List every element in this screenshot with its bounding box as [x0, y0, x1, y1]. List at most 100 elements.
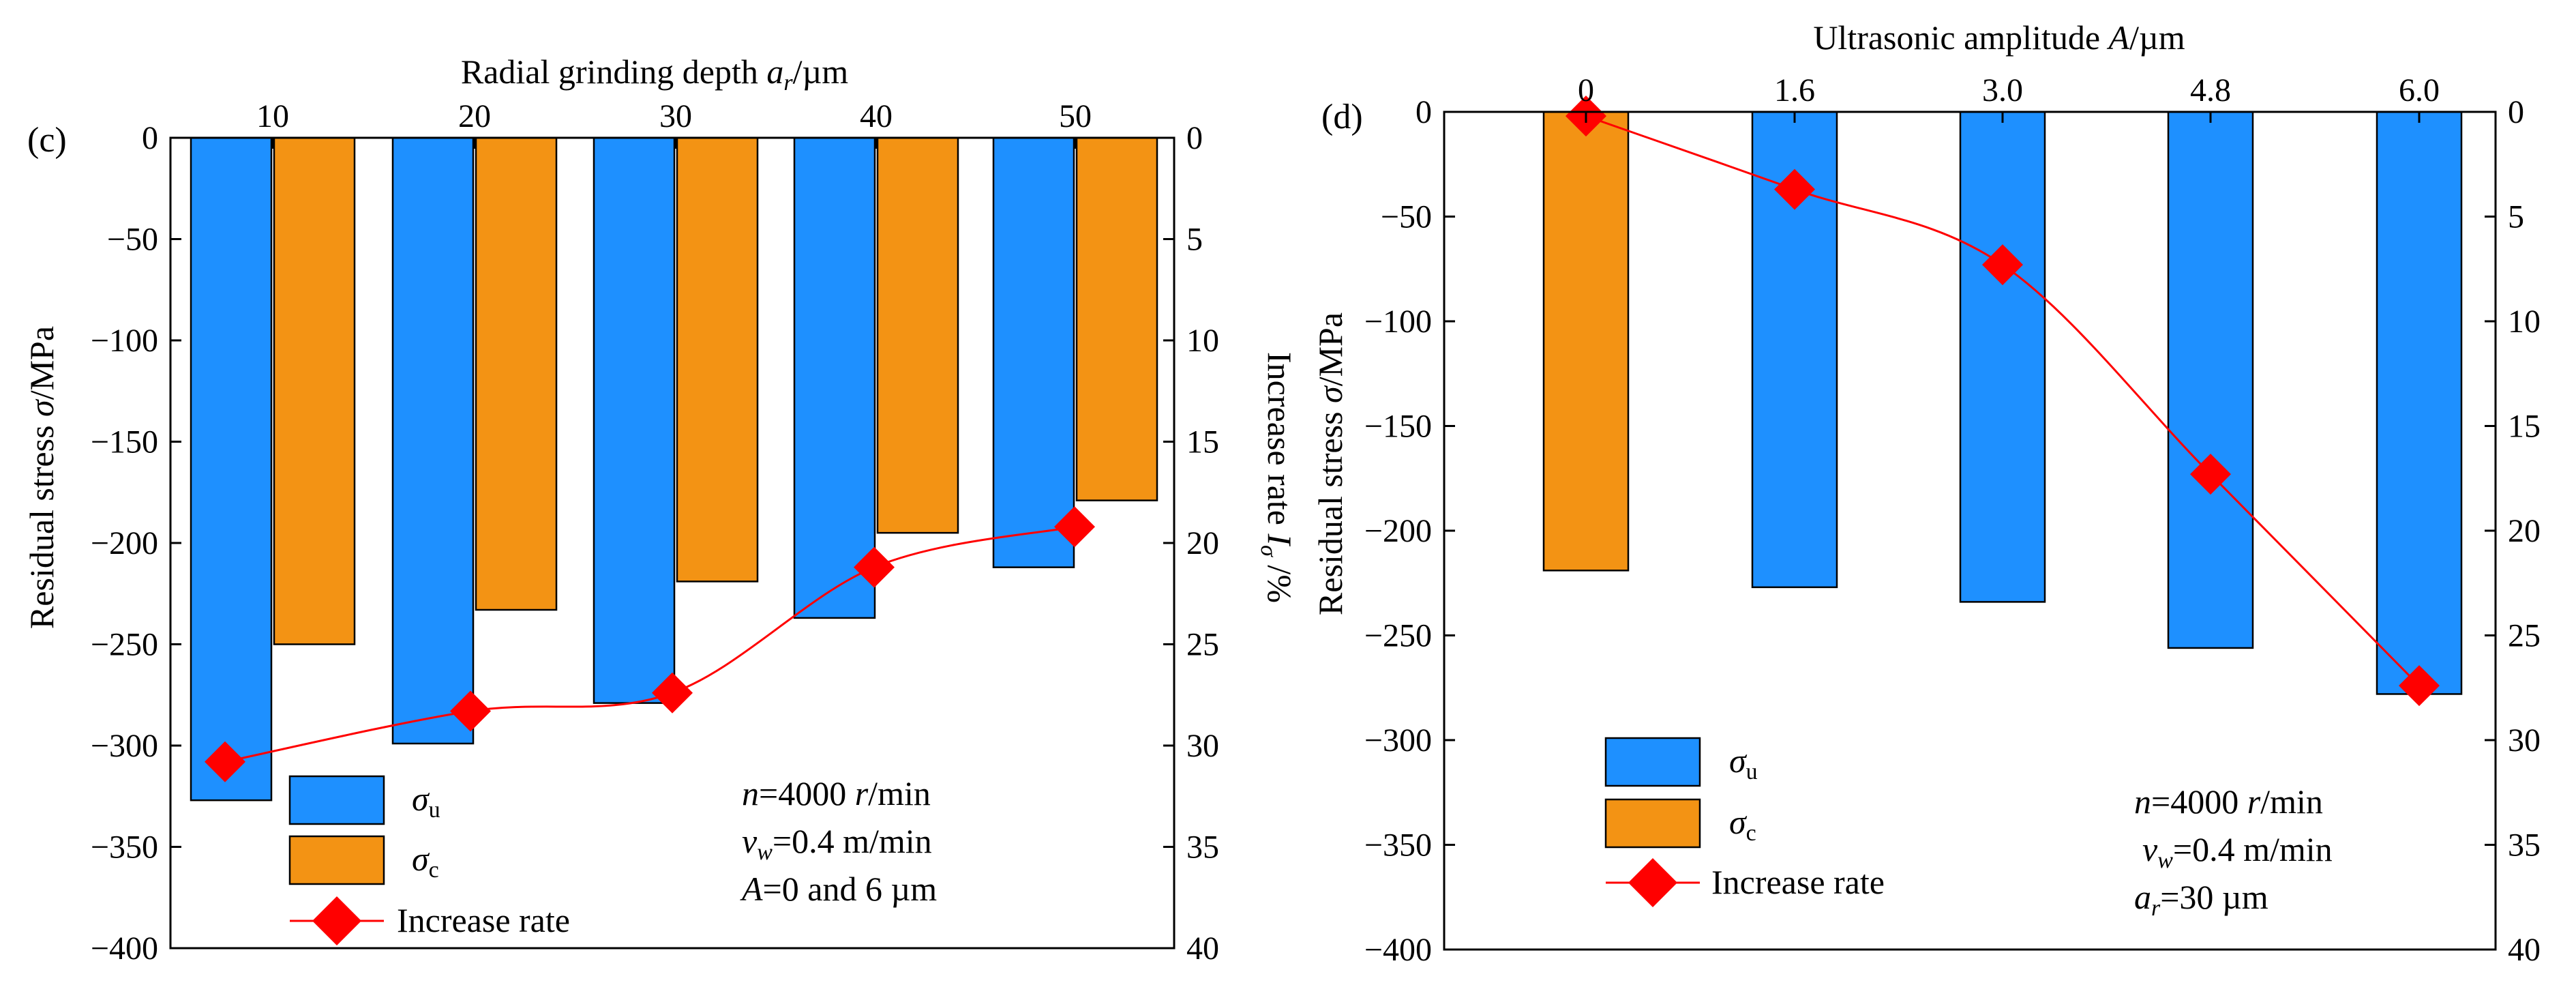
- legend-label-increase-rate-c: Increase rate: [397, 901, 570, 939]
- legend-d: σu σc Increase rate: [1604, 737, 1885, 907]
- left-tick-label-c: −300: [91, 728, 158, 764]
- legend-c: σu σc Increase rate: [288, 775, 570, 945]
- left-tick-label-d: −100: [1364, 304, 1432, 340]
- annotation-depth-d: ar=30 µm: [2134, 878, 2268, 921]
- left-axis-label-c: Residual stress σ/MPa: [23, 326, 61, 629]
- panel-label-d: (d): [1321, 98, 1363, 136]
- left-tick-label-c: 0: [142, 120, 158, 156]
- top-tick-label-c: 40: [860, 98, 893, 134]
- right-tick-label-d: 25: [2508, 618, 2541, 654]
- bar-sigma-u-c: [793, 136, 876, 619]
- right-tick-label-c: 25: [1186, 627, 1219, 663]
- increase-rate-marker-c: [854, 546, 895, 588]
- increase-rate-marker-d: [1982, 244, 2023, 286]
- bar-sigma-u-c: [391, 136, 475, 745]
- right-tick-label-c: 35: [1186, 829, 1219, 866]
- left-axis-label-d: Residual stress σ/MPa: [1311, 312, 1349, 615]
- bars-c: [190, 136, 1158, 802]
- bars-d: [1542, 111, 2463, 695]
- legend-swatch-sigma-u-c: [288, 775, 385, 825]
- top-axis-label-c: Radial grinding depth ar/µm: [461, 53, 848, 95]
- annotation-feed-speed-d: vw=0.4 m/min: [2142, 830, 2333, 873]
- bar-sigma-u-d: [1959, 111, 2046, 603]
- bar-sigma-u-c: [593, 136, 676, 704]
- legend-swatch-sigma-u-d: [1604, 737, 1701, 787]
- legend-label-sigma-u-d: σu: [1729, 741, 1758, 784]
- increase-rate-marker-d: [1774, 168, 1815, 210]
- left-tick-label-d: −200: [1364, 513, 1432, 549]
- right-tick-label-d: 5: [2508, 199, 2524, 235]
- legend-marker-increase-rate-c: [312, 896, 361, 945]
- bar-sigma-u-d: [2167, 111, 2254, 649]
- legend-label-sigma-c-c: σc: [412, 840, 439, 883]
- annotation-feed-speed-c: vw=0.4 m/min: [742, 822, 932, 865]
- right-tick-label-c: 10: [1186, 323, 1219, 359]
- legend-label-sigma-u-c: σu: [412, 780, 440, 823]
- left-tick-label-c: −350: [91, 829, 158, 866]
- top-tick-label-d: 6.0: [2399, 72, 2440, 108]
- increase-rate-marker-c: [205, 741, 245, 782]
- right-tick-label-c: 40: [1186, 930, 1219, 967]
- bar-sigma-c-c: [1075, 136, 1158, 501]
- left-tick-label-d: −350: [1364, 827, 1432, 864]
- bar-sigma-c-c: [273, 136, 356, 645]
- right-tick-label-d: 0: [2508, 94, 2524, 130]
- right-tick-label-d: 20: [2508, 513, 2541, 549]
- left-tick-label-d: −300: [1364, 722, 1432, 759]
- top-tick-label-c: 50: [1059, 98, 1092, 134]
- top-tick-label-d: 4.8: [2190, 72, 2231, 108]
- left-tick-label-d: −250: [1364, 618, 1432, 654]
- left-tick-label-c: −200: [91, 525, 158, 561]
- bar-sigma-c-c: [475, 136, 558, 611]
- axes-d: 0 −50 −100 −150 −200 −250 −300 −350 −400 0 5 10 15 20…: [1364, 72, 2541, 968]
- right-tick-label-c: 5: [1186, 222, 1203, 258]
- right-tick-label-d: 10: [2508, 304, 2541, 340]
- legend-swatch-sigma-c-c: [288, 835, 385, 885]
- left-tick-label-d: −400: [1364, 932, 1432, 968]
- left-tick-label-c: −400: [91, 930, 158, 967]
- left-tick-label-c: −100: [91, 323, 158, 359]
- top-tick-label-d: 1.6: [1774, 72, 1815, 108]
- legend-label-increase-rate-d: Increase rate: [1711, 863, 1885, 901]
- left-tick-label-c: −50: [107, 222, 158, 258]
- annotation-d: n=4000 r/min vw=0.4 m/min ar=30 µm: [2134, 782, 2333, 921]
- left-tick-label-d: 0: [1416, 94, 1432, 130]
- axes-c: 0 −50 −100 −150 −200 −250 −300 −350 −400 0 5 10 15 20…: [91, 98, 1219, 967]
- annotation-c: n=4000 r/min vw=0.4 m/min A=0 and 6 µm: [740, 774, 937, 908]
- bar-sigma-u-c: [190, 136, 273, 802]
- top-tick-label-d: 3.0: [1982, 72, 2023, 108]
- annotation-spindle-speed-d: n=4000 r/min: [2134, 782, 2323, 821]
- left-tick-label-d: −50: [1381, 199, 1432, 235]
- legend-marker-increase-rate-d: [1628, 858, 1677, 907]
- increase-rate-marker-d: [2190, 454, 2231, 495]
- bar-sigma-u-c: [992, 136, 1075, 568]
- annotation-amplitude-c: A=0 and 6 µm: [740, 870, 937, 908]
- right-tick-label-d: 35: [2508, 827, 2541, 864]
- left-tick-label-c: −150: [91, 424, 158, 460]
- bar-sigma-u-d: [2376, 111, 2463, 695]
- right-tick-label-c: 15: [1186, 424, 1219, 460]
- bar-sigma-c-d: [1542, 111, 1630, 572]
- top-tick-label-d: 0: [1578, 72, 1594, 108]
- chart-panel-c: (c) Radial grinding depth ar/µm Residual…: [23, 53, 1299, 967]
- right-tick-label-c: 0: [1186, 120, 1203, 156]
- right-tick-label-d: 15: [2508, 409, 2541, 445]
- panel-label-c: (c): [27, 121, 67, 160]
- top-tick-label-c: 30: [659, 98, 692, 134]
- legend-label-sigma-c-d: σc: [1729, 803, 1756, 846]
- top-axis-label-d: Ultrasonic amplitude A/µm: [1813, 18, 2185, 57]
- annotation-spindle-speed-c: n=4000 r/min: [742, 774, 931, 812]
- top-tick-label-c: 10: [256, 98, 289, 134]
- increase-rate-line-c: [205, 506, 1095, 782]
- left-tick-label-d: −150: [1364, 409, 1432, 445]
- bar-sigma-c-c: [676, 136, 759, 583]
- bar-sigma-c-c: [876, 136, 959, 534]
- increase-rate-marker-c: [1054, 506, 1095, 548]
- right-tick-label-c: 20: [1186, 525, 1219, 561]
- left-tick-label-c: −250: [91, 627, 158, 663]
- increase-rate-marker-d: [2399, 665, 2440, 707]
- right-tick-label-d: 40: [2508, 932, 2541, 968]
- top-tick-label-c: 20: [458, 98, 491, 134]
- right-tick-label-c: 30: [1186, 728, 1219, 764]
